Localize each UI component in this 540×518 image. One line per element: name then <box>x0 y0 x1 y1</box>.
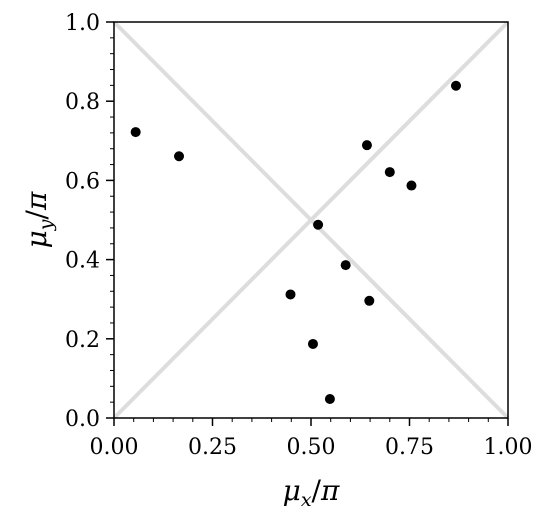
x-axis-title: μx/π <box>283 474 340 511</box>
y-tick-label: 1.0 <box>65 11 100 36</box>
data-point <box>450 80 461 91</box>
y-tick-label: 0.8 <box>65 90 100 115</box>
data-point <box>361 140 372 151</box>
x-tick-label: 0.50 <box>287 435 336 460</box>
data-point <box>384 167 395 178</box>
x-tick-label: 1.00 <box>484 435 533 460</box>
data-point <box>324 393 335 404</box>
data-point <box>174 151 185 162</box>
reference-line <box>112 20 510 420</box>
x-axis-ticks <box>113 418 509 426</box>
y-tick-label: 0.2 <box>65 328 100 353</box>
x-axis-tick-labels: 0.00 0.25 0.50 0.75 1.00 <box>90 435 533 460</box>
y-tick-label: 0.6 <box>65 169 100 194</box>
y-tick-label: 0.4 <box>65 249 100 274</box>
x-tick-label: 0.00 <box>90 435 139 460</box>
data-point <box>307 338 318 349</box>
reference-lines <box>112 20 510 420</box>
x-tick-label: 0.75 <box>385 435 434 460</box>
y-tick-label: 0.0 <box>65 407 100 432</box>
data-point <box>130 127 141 138</box>
data-point <box>364 295 375 306</box>
y-axis-tick-labels: 0.0 0.2 0.4 0.6 0.8 1.0 <box>65 11 100 432</box>
data-points <box>130 80 461 404</box>
data-point <box>313 219 324 230</box>
x-tick-label: 0.25 <box>188 435 237 460</box>
y-axis-title: μy/π <box>20 191 57 248</box>
data-point <box>406 180 417 191</box>
data-point <box>340 260 351 271</box>
data-point <box>285 289 296 300</box>
y-axis-ticks <box>106 21 114 419</box>
